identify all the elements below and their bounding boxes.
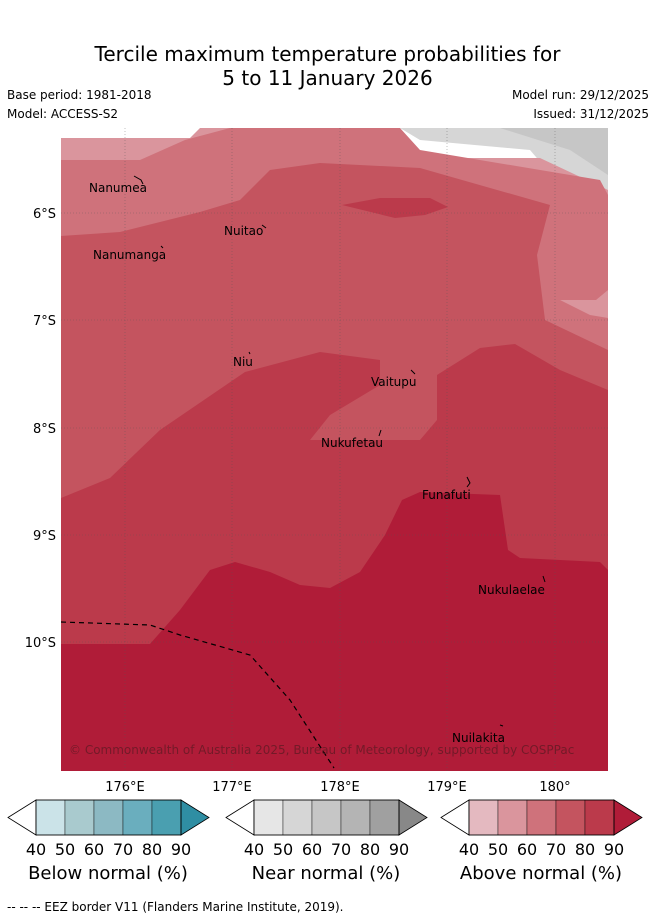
place-nukufetau: Nukufetau xyxy=(321,436,383,450)
colorbar-below-label: Below normal (%) xyxy=(28,863,188,884)
island-marks xyxy=(133,175,546,727)
colorbar-below-segment xyxy=(64,799,95,836)
colorbar-above-tick: 60 xyxy=(517,840,537,859)
colorbar-near-high-extend xyxy=(398,799,428,836)
colorbar-near-frame xyxy=(253,799,400,836)
colorbar-above-tick: 40 xyxy=(459,840,479,859)
place-nanumea: Nanumea xyxy=(89,181,147,195)
colorbar-near-tick: 90 xyxy=(389,840,409,859)
model-name: Model: ACCESS-S2 xyxy=(7,107,119,121)
colorbar-below-segment xyxy=(122,799,153,836)
colorbar-below-tick: 90 xyxy=(171,840,191,859)
colorbar-near-segment xyxy=(369,799,400,836)
place-nukulaelae: Nukulaelae xyxy=(478,583,545,597)
lon-label-180: 180° xyxy=(539,780,570,795)
map-fill xyxy=(61,128,608,771)
colorbar-above-high-extend xyxy=(613,799,643,836)
lon-label-178e: 178°E xyxy=(320,780,360,795)
colorbar-near-segment xyxy=(282,799,313,836)
base-period: Base period: 1981-2018 xyxy=(7,88,152,102)
colorbar-below-tick: 70 xyxy=(113,840,133,859)
model-run: Model run: 29/12/2025 xyxy=(511,88,649,102)
colorbar-above-tick: 70 xyxy=(546,840,566,859)
colorbar-near-tick: 70 xyxy=(331,840,351,859)
colorbar-above-segment xyxy=(468,799,499,836)
colorbar-below-segment xyxy=(151,799,182,836)
eez-footer-note: -- -- -- EEZ border V11 (Flanders Marine… xyxy=(7,900,344,914)
colorbar-above-segment xyxy=(584,799,615,836)
colorbar-below-tick: 40 xyxy=(26,840,46,859)
place-funafuti: Funafuti xyxy=(422,488,471,502)
lon-label-177e: 177°E xyxy=(212,780,252,795)
graticule xyxy=(61,128,608,771)
place-vaitupu: Vaitupu xyxy=(371,375,417,389)
colorbar-below-segment xyxy=(35,799,66,836)
lat-label-7s: 7°S xyxy=(33,314,56,329)
colorbar-near-segment xyxy=(340,799,371,836)
colorbar-above-label: Above normal (%) xyxy=(459,863,623,884)
colorbar-near-label: Near normal (%) xyxy=(251,863,401,884)
colorbars: 40 50 60 70 80 90 40 50 60 70 80 90 40 50 60 70 80 90 xyxy=(7,799,643,859)
place-nanumanga: Nanumanga xyxy=(93,248,166,262)
colorbar-below-segment xyxy=(93,799,124,836)
place-niu: Niu xyxy=(233,355,253,369)
colorbar-near-tick: 80 xyxy=(360,840,380,859)
lat-label-9s: 9°S xyxy=(33,529,56,544)
colorbar-above-low-extend xyxy=(440,799,470,836)
title-line-2: 5 to 11 January 2026 xyxy=(222,66,433,90)
colorbar-below-tick: 80 xyxy=(142,840,162,859)
lon-label-176e: 176°E xyxy=(105,780,145,795)
copyright-notice: © Commonwealth of Australia 2025, Bureau… xyxy=(69,743,574,757)
colorbar-above-segment xyxy=(526,799,557,836)
lon-label-179e: 179°E xyxy=(427,780,467,795)
eez-border xyxy=(60,621,335,769)
colorbar-near-segment xyxy=(311,799,342,836)
issued-date: Issued: 31/12/2025 xyxy=(533,107,649,121)
colorbar-near-tick: 60 xyxy=(302,840,322,859)
colorbar-above-segment xyxy=(497,799,528,836)
colorbar-above-frame xyxy=(468,799,615,836)
colorbar-near-segment xyxy=(253,799,284,836)
colorbar-above-tick: 50 xyxy=(488,840,508,859)
title-line-1: Tercile maximum temperature probabilitie… xyxy=(94,42,561,66)
colorbar-below-low-extend xyxy=(7,799,37,836)
colorbar-near-low-extend xyxy=(225,799,255,836)
colorbar-below-tick: 50 xyxy=(55,840,75,859)
place-nuitao: Nuitao xyxy=(224,224,263,238)
colorbar-near-tick: 40 xyxy=(244,840,264,859)
colorbar-above-tick: 90 xyxy=(604,840,624,859)
lat-label-8s: 8°S xyxy=(33,422,56,437)
colorbar-above-tick: 80 xyxy=(575,840,595,859)
colorbar-below-high-extend xyxy=(180,799,210,836)
lat-label-10s: 10°S xyxy=(25,636,56,651)
lat-label-6s: 6°S xyxy=(33,207,56,222)
colorbar-below-tick: 60 xyxy=(84,840,104,859)
colorbar-above-segment xyxy=(555,799,586,836)
colorbar-below-frame xyxy=(35,799,182,836)
place-nuilakita: Nuilakita xyxy=(452,731,505,745)
colorbar-near-tick: 50 xyxy=(273,840,293,859)
